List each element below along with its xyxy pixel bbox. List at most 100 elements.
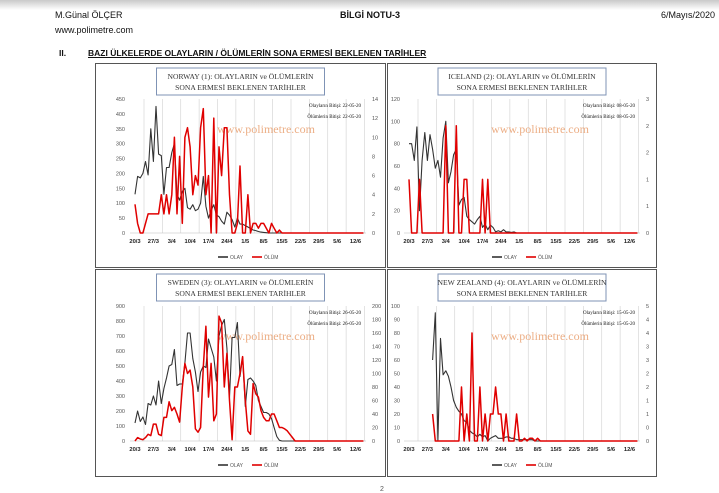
x-tick-label: 15/5 bbox=[550, 239, 562, 245]
y-right-tick-label: 12 bbox=[372, 116, 378, 122]
chart-title-line2: SONA ERMESİ BEKLENEN TARİHLER bbox=[457, 289, 589, 298]
y-left-tick-label: 0 bbox=[122, 439, 125, 445]
author-website: www.polimetre.com bbox=[55, 25, 134, 35]
y-right-tick-label: 0 bbox=[646, 426, 649, 432]
x-tick-label: 17/4 bbox=[477, 239, 489, 245]
chart-norway: 0 50 100 150 200 250 300 350 400 450 0 2 4 6 8 10 12 14 20… bbox=[95, 63, 386, 268]
cases-end-date-annotation: Olayların Bitişi: 22-05-20 bbox=[309, 104, 361, 109]
y-left-tick-label: 50 bbox=[119, 216, 125, 222]
chart-title-line1: SWEDEN (3): OLAYLARIN ve ÖLÜMLERİN bbox=[168, 278, 314, 287]
x-tick-label: 27/3 bbox=[148, 447, 160, 453]
x-tick-label: 3/4 bbox=[442, 447, 451, 453]
x-tick-label: 8/5 bbox=[260, 447, 269, 453]
x-tick-label: 20/3 bbox=[129, 239, 141, 245]
watermark: www.polimetre.com bbox=[491, 329, 590, 343]
y-right-tick-label: 2 bbox=[646, 385, 649, 391]
y-right-tick-label: 1 bbox=[646, 412, 649, 418]
chart-new-zealand: 0 10 20 30 40 50 60 70 80 90 100 0 0 1 1 2 2 3 3 4 4 5 20/3 27/… bbox=[387, 269, 657, 477]
x-tick-label: 29/5 bbox=[313, 239, 325, 245]
y-right-tick-label: 2 bbox=[646, 372, 649, 378]
y-left-tick-label: 40 bbox=[394, 186, 400, 192]
y-left-tick-label: 800 bbox=[116, 319, 125, 325]
x-tick-label: 10/4 bbox=[458, 447, 470, 453]
legend-label-olay: OLAY bbox=[504, 255, 518, 261]
chart-title-line1: NEW ZEALAND (4): OLAYLARIN ve ÖLÜMLERİN bbox=[438, 278, 607, 287]
x-tick-label: 1/5 bbox=[515, 447, 524, 453]
deaths-end-date-annotation: Ölümlerin Bitişi: 08-05-20 bbox=[581, 114, 635, 120]
y-right-tick-label: 180 bbox=[372, 318, 381, 324]
y-left-tick-label: 80 bbox=[394, 331, 400, 337]
legend-label-olay: OLAY bbox=[230, 255, 244, 261]
x-tick-label: 12/6 bbox=[624, 447, 636, 453]
y-right-tick-label: 5 bbox=[646, 304, 649, 310]
chart-title-line1: NORWAY (1): OLAYLARIN ve ÖLÜMLERİN bbox=[168, 72, 314, 81]
cases-end-date-annotation: Olayların Bitişi: 26-05-20 bbox=[309, 311, 361, 316]
watermark: www.polimetre.com bbox=[217, 329, 316, 343]
y-right-tick-label: 2 bbox=[646, 151, 649, 157]
y-left-tick-label: 30 bbox=[394, 399, 400, 405]
series-line-olum bbox=[431, 332, 638, 442]
y-right-tick-label: 1 bbox=[646, 204, 649, 210]
x-tick-label: 29/5 bbox=[587, 447, 599, 453]
x-tick-label: 1/5 bbox=[241, 239, 250, 245]
x-tick-label: 22/5 bbox=[569, 239, 581, 245]
y-right-tick-label: 4 bbox=[646, 331, 649, 337]
x-tick-label: 3/4 bbox=[442, 239, 451, 245]
x-tick-label: 5/6 bbox=[333, 447, 342, 453]
x-tick-label: 27/3 bbox=[422, 239, 434, 245]
y-left-tick-label: 90 bbox=[394, 318, 400, 324]
y-right-tick-label: 160 bbox=[372, 331, 381, 337]
chart-title-line1: ICELAND (2): OLAYLARIN ve ÖLÜMLERİN bbox=[448, 72, 596, 81]
x-tick-label: 22/5 bbox=[295, 447, 307, 453]
x-tick-label: 10/4 bbox=[184, 447, 196, 453]
deaths-end-date-annotation: Ölümlerin Bitişi: 26-05-20 bbox=[307, 321, 361, 327]
y-left-tick-label: 200 bbox=[116, 409, 125, 415]
y-left-tick-label: 20 bbox=[394, 209, 400, 215]
x-tick-label: 12/6 bbox=[350, 239, 362, 245]
y-left-tick-label: 60 bbox=[394, 358, 400, 364]
y-left-tick-label: 100 bbox=[391, 304, 400, 310]
chart-title-box bbox=[437, 273, 607, 302]
y-right-tick-label: 20 bbox=[372, 426, 378, 432]
y-right-tick-label: 0 bbox=[646, 231, 649, 237]
y-right-tick-label: 0 bbox=[372, 231, 375, 237]
x-tick-label: 24/4 bbox=[495, 239, 507, 245]
y-left-tick-label: 350 bbox=[116, 127, 125, 133]
x-tick-label: 5/6 bbox=[333, 239, 342, 245]
x-tick-label: 17/4 bbox=[203, 239, 215, 245]
x-tick-label: 29/5 bbox=[313, 447, 325, 453]
legend-label-olum: ÖLÜM bbox=[264, 462, 278, 469]
x-tick-label: 17/4 bbox=[477, 447, 489, 453]
y-right-tick-label: 6 bbox=[372, 174, 375, 180]
x-tick-label: 12/6 bbox=[624, 239, 636, 245]
watermark: www.polimetre.com bbox=[491, 122, 590, 136]
y-left-tick-label: 40 bbox=[394, 385, 400, 391]
x-tick-label: 8/5 bbox=[534, 239, 543, 245]
y-right-tick-label: 200 bbox=[372, 304, 381, 310]
chart-title-line2: SONA ERMESİ BEKLENEN TARİHLER bbox=[175, 83, 307, 92]
deaths-end-date-annotation: Ölümlerin Bitişi: 22-05-20 bbox=[307, 114, 361, 120]
x-tick-label: 27/3 bbox=[148, 239, 160, 245]
x-tick-label: 24/4 bbox=[495, 447, 507, 453]
chart-title-box bbox=[156, 67, 325, 96]
y-right-tick-label: 0 bbox=[646, 439, 649, 445]
y-right-tick-label: 2 bbox=[372, 212, 375, 218]
chart-title-box bbox=[156, 273, 325, 302]
y-left-tick-label: 60 bbox=[394, 164, 400, 170]
x-tick-label: 24/4 bbox=[221, 239, 233, 245]
y-right-tick-label: 1 bbox=[646, 399, 649, 405]
chart-iceland: 0 20 40 60 80 100 120 0 1 1 2 2 3 20/3 27/3 3/4 10/4 17/4… bbox=[387, 63, 657, 268]
x-tick-label: 22/5 bbox=[295, 239, 307, 245]
y-left-tick-label: 900 bbox=[116, 304, 125, 310]
y-left-tick-label: 20 bbox=[394, 412, 400, 418]
y-left-tick-label: 100 bbox=[391, 119, 400, 125]
page-top-shadow bbox=[0, 0, 719, 10]
document-title: BİLGİ NOTU-3 bbox=[340, 10, 400, 20]
y-right-tick-label: 3 bbox=[646, 97, 649, 103]
y-left-tick-label: 300 bbox=[116, 394, 125, 400]
y-left-tick-label: 100 bbox=[116, 201, 125, 207]
y-left-tick-label: 700 bbox=[116, 334, 125, 340]
x-tick-label: 15/5 bbox=[550, 447, 562, 453]
chart-title-box bbox=[437, 67, 607, 96]
x-tick-label: 22/5 bbox=[569, 447, 581, 453]
